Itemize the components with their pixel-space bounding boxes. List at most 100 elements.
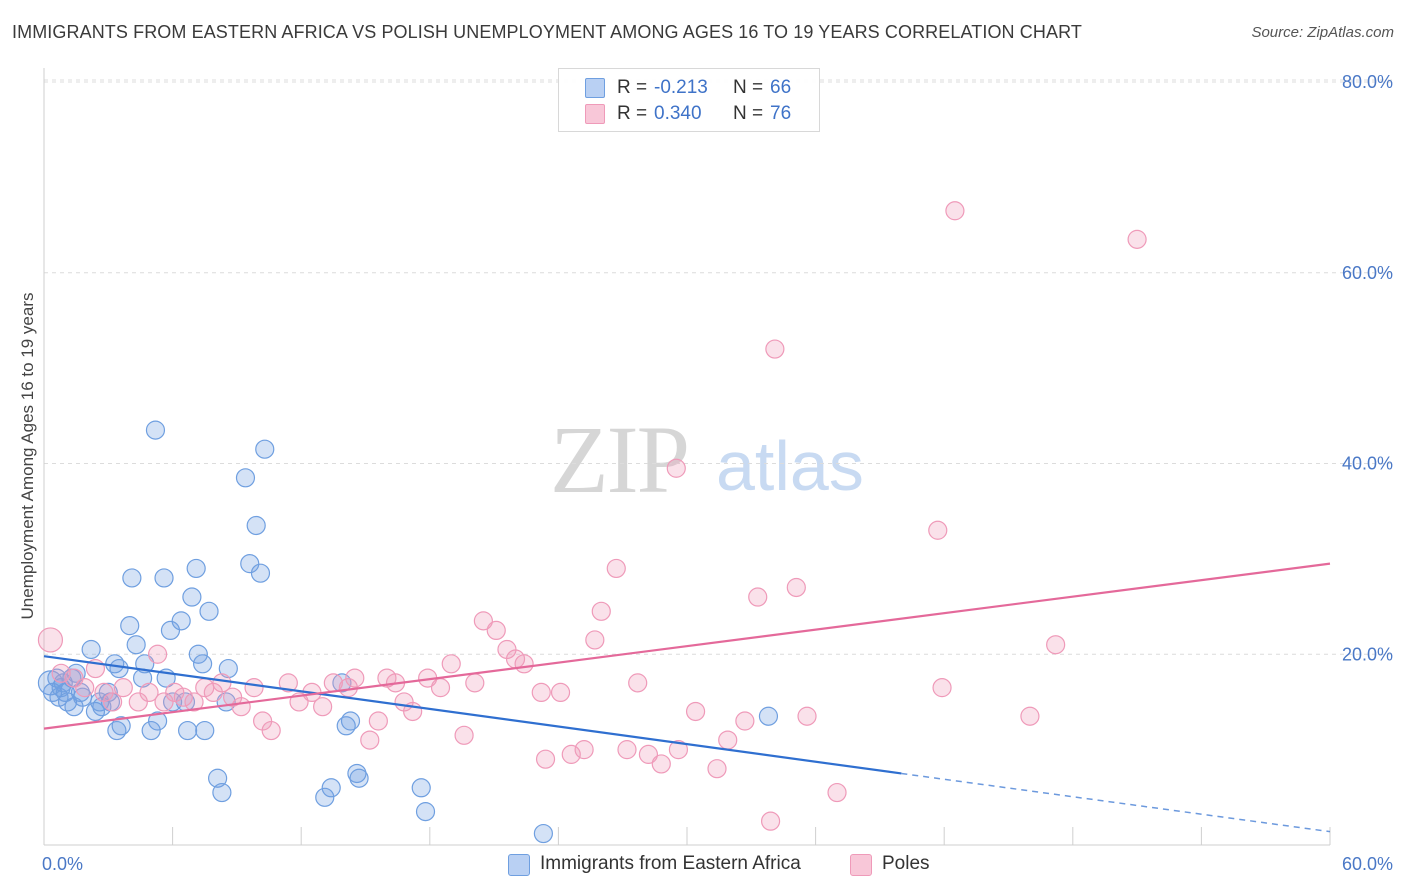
- series-poles-points: [37, 201, 1147, 831]
- immigrants-point: [758, 706, 779, 726]
- poles-point: [932, 678, 952, 698]
- poles-point: [574, 740, 594, 760]
- x-tick-label: 60.0%: [1342, 854, 1393, 874]
- poles-point: [514, 654, 534, 674]
- poles-point: [718, 730, 738, 750]
- poles-point: [628, 673, 648, 693]
- immigrants-point: [154, 568, 174, 588]
- poles-point: [51, 663, 71, 683]
- poles-point: [786, 577, 806, 598]
- immigrants-point: [145, 420, 166, 440]
- poles-point: [313, 697, 333, 717]
- immigrants-point: [250, 563, 271, 583]
- y-tick-label: 60.0%: [1342, 263, 1393, 283]
- immigrants-point: [147, 711, 168, 731]
- poles-point: [486, 620, 506, 641]
- immigrants-point: [349, 768, 369, 788]
- poles-point: [139, 682, 159, 703]
- poles-point: [430, 678, 451, 698]
- poles-point: [113, 678, 133, 698]
- poles-point: [668, 740, 689, 760]
- stats-swatch-poles: [585, 104, 605, 124]
- poles-point: [368, 711, 388, 731]
- immigrants-point: [111, 716, 131, 736]
- legend-swatch-poles: [850, 854, 872, 876]
- immigrants-point: [212, 782, 232, 803]
- y-tick-label: 40.0%: [1342, 454, 1393, 474]
- poles-point: [231, 697, 251, 717]
- immigrants-point: [340, 711, 361, 731]
- immigrants-point: [182, 587, 202, 607]
- immigrants-point: [126, 635, 146, 655]
- immigrants-point: [321, 778, 341, 798]
- poles-point: [37, 627, 64, 653]
- poles-point: [147, 644, 168, 664]
- poles-point: [707, 759, 727, 779]
- stats-r-value: -0.213: [654, 77, 708, 98]
- poles-trend-line: [43, 562, 1331, 730]
- immigrants-point: [178, 720, 198, 741]
- poles-point: [651, 754, 671, 774]
- poles-point: [278, 673, 298, 693]
- poles-point: [128, 692, 148, 712]
- immigrants-point: [98, 682, 118, 703]
- y-tick-label: 80.0%: [1342, 72, 1393, 92]
- watermark-zip: ZIP: [550, 406, 688, 513]
- trend-lines: [43, 562, 1331, 833]
- poles-point: [531, 682, 551, 703]
- immigrants-point: [109, 658, 129, 679]
- poles-point: [64, 668, 84, 688]
- immigrants-point: [218, 658, 238, 679]
- stats-n-value: 76: [770, 103, 792, 124]
- poles-point: [261, 720, 281, 741]
- x-tick-label: 0.0%: [42, 854, 83, 874]
- source-credit: Source: ZipAtlas.com: [1251, 24, 1394, 41]
- legend-label-immigrants: Immigrants from Eastern Africa: [540, 853, 801, 874]
- correlation-stats-box: R = -0.213 N = 66 R = 0.340 N = 76: [558, 68, 820, 132]
- poles-point: [75, 678, 95, 698]
- immigrants-point: [533, 823, 553, 844]
- poles-point: [561, 744, 581, 764]
- immigrants-point: [120, 616, 140, 636]
- immigrants-trend-extension: [901, 772, 1331, 833]
- poles-point: [591, 601, 611, 621]
- poles-point: [454, 725, 474, 745]
- immigrants-point: [255, 439, 275, 459]
- legend-label-poles: Poles: [882, 853, 930, 874]
- immigrants-point: [411, 778, 431, 798]
- poles-point: [473, 611, 493, 631]
- poles-point: [345, 668, 365, 688]
- immigrants-point: [160, 620, 181, 641]
- immigrants-point: [122, 568, 142, 588]
- poles-point: [465, 673, 485, 693]
- immigrants-point: [246, 515, 266, 536]
- poles-point: [184, 692, 204, 712]
- chart-title: IMMIGRANTS FROM EASTERN AFRICA VS POLISH…: [12, 22, 1082, 42]
- poles-point: [1046, 635, 1066, 655]
- stats-swatch-immigrants: [585, 78, 605, 98]
- poles-point: [928, 520, 948, 540]
- poles-point: [760, 811, 781, 831]
- poles-point: [765, 339, 785, 359]
- y-tick-label: 20.0%: [1342, 644, 1393, 664]
- immigrants-point: [208, 768, 228, 788]
- poles-point: [685, 701, 706, 722]
- poles-point: [748, 587, 768, 607]
- poles-point: [585, 630, 605, 650]
- stats-n-label: N =: [733, 103, 764, 124]
- immigrants-point: [193, 654, 213, 674]
- immigrants-point: [171, 611, 191, 631]
- tick-labels: 20.0% 40.0% 60.0% 80.0% 0.0% 60.0%: [42, 72, 1393, 874]
- poles-point: [102, 692, 123, 712]
- poles-point: [212, 673, 232, 693]
- immigrants-point: [235, 468, 256, 488]
- immigrants-point: [415, 802, 436, 822]
- poles-point: [550, 682, 571, 703]
- poles-point: [1020, 706, 1040, 726]
- poles-point: [360, 730, 380, 750]
- poles-point: [441, 654, 461, 674]
- immigrants-point: [199, 601, 219, 621]
- stats-r-value: 0.340: [654, 103, 702, 124]
- stats-r-label: R =: [617, 103, 648, 124]
